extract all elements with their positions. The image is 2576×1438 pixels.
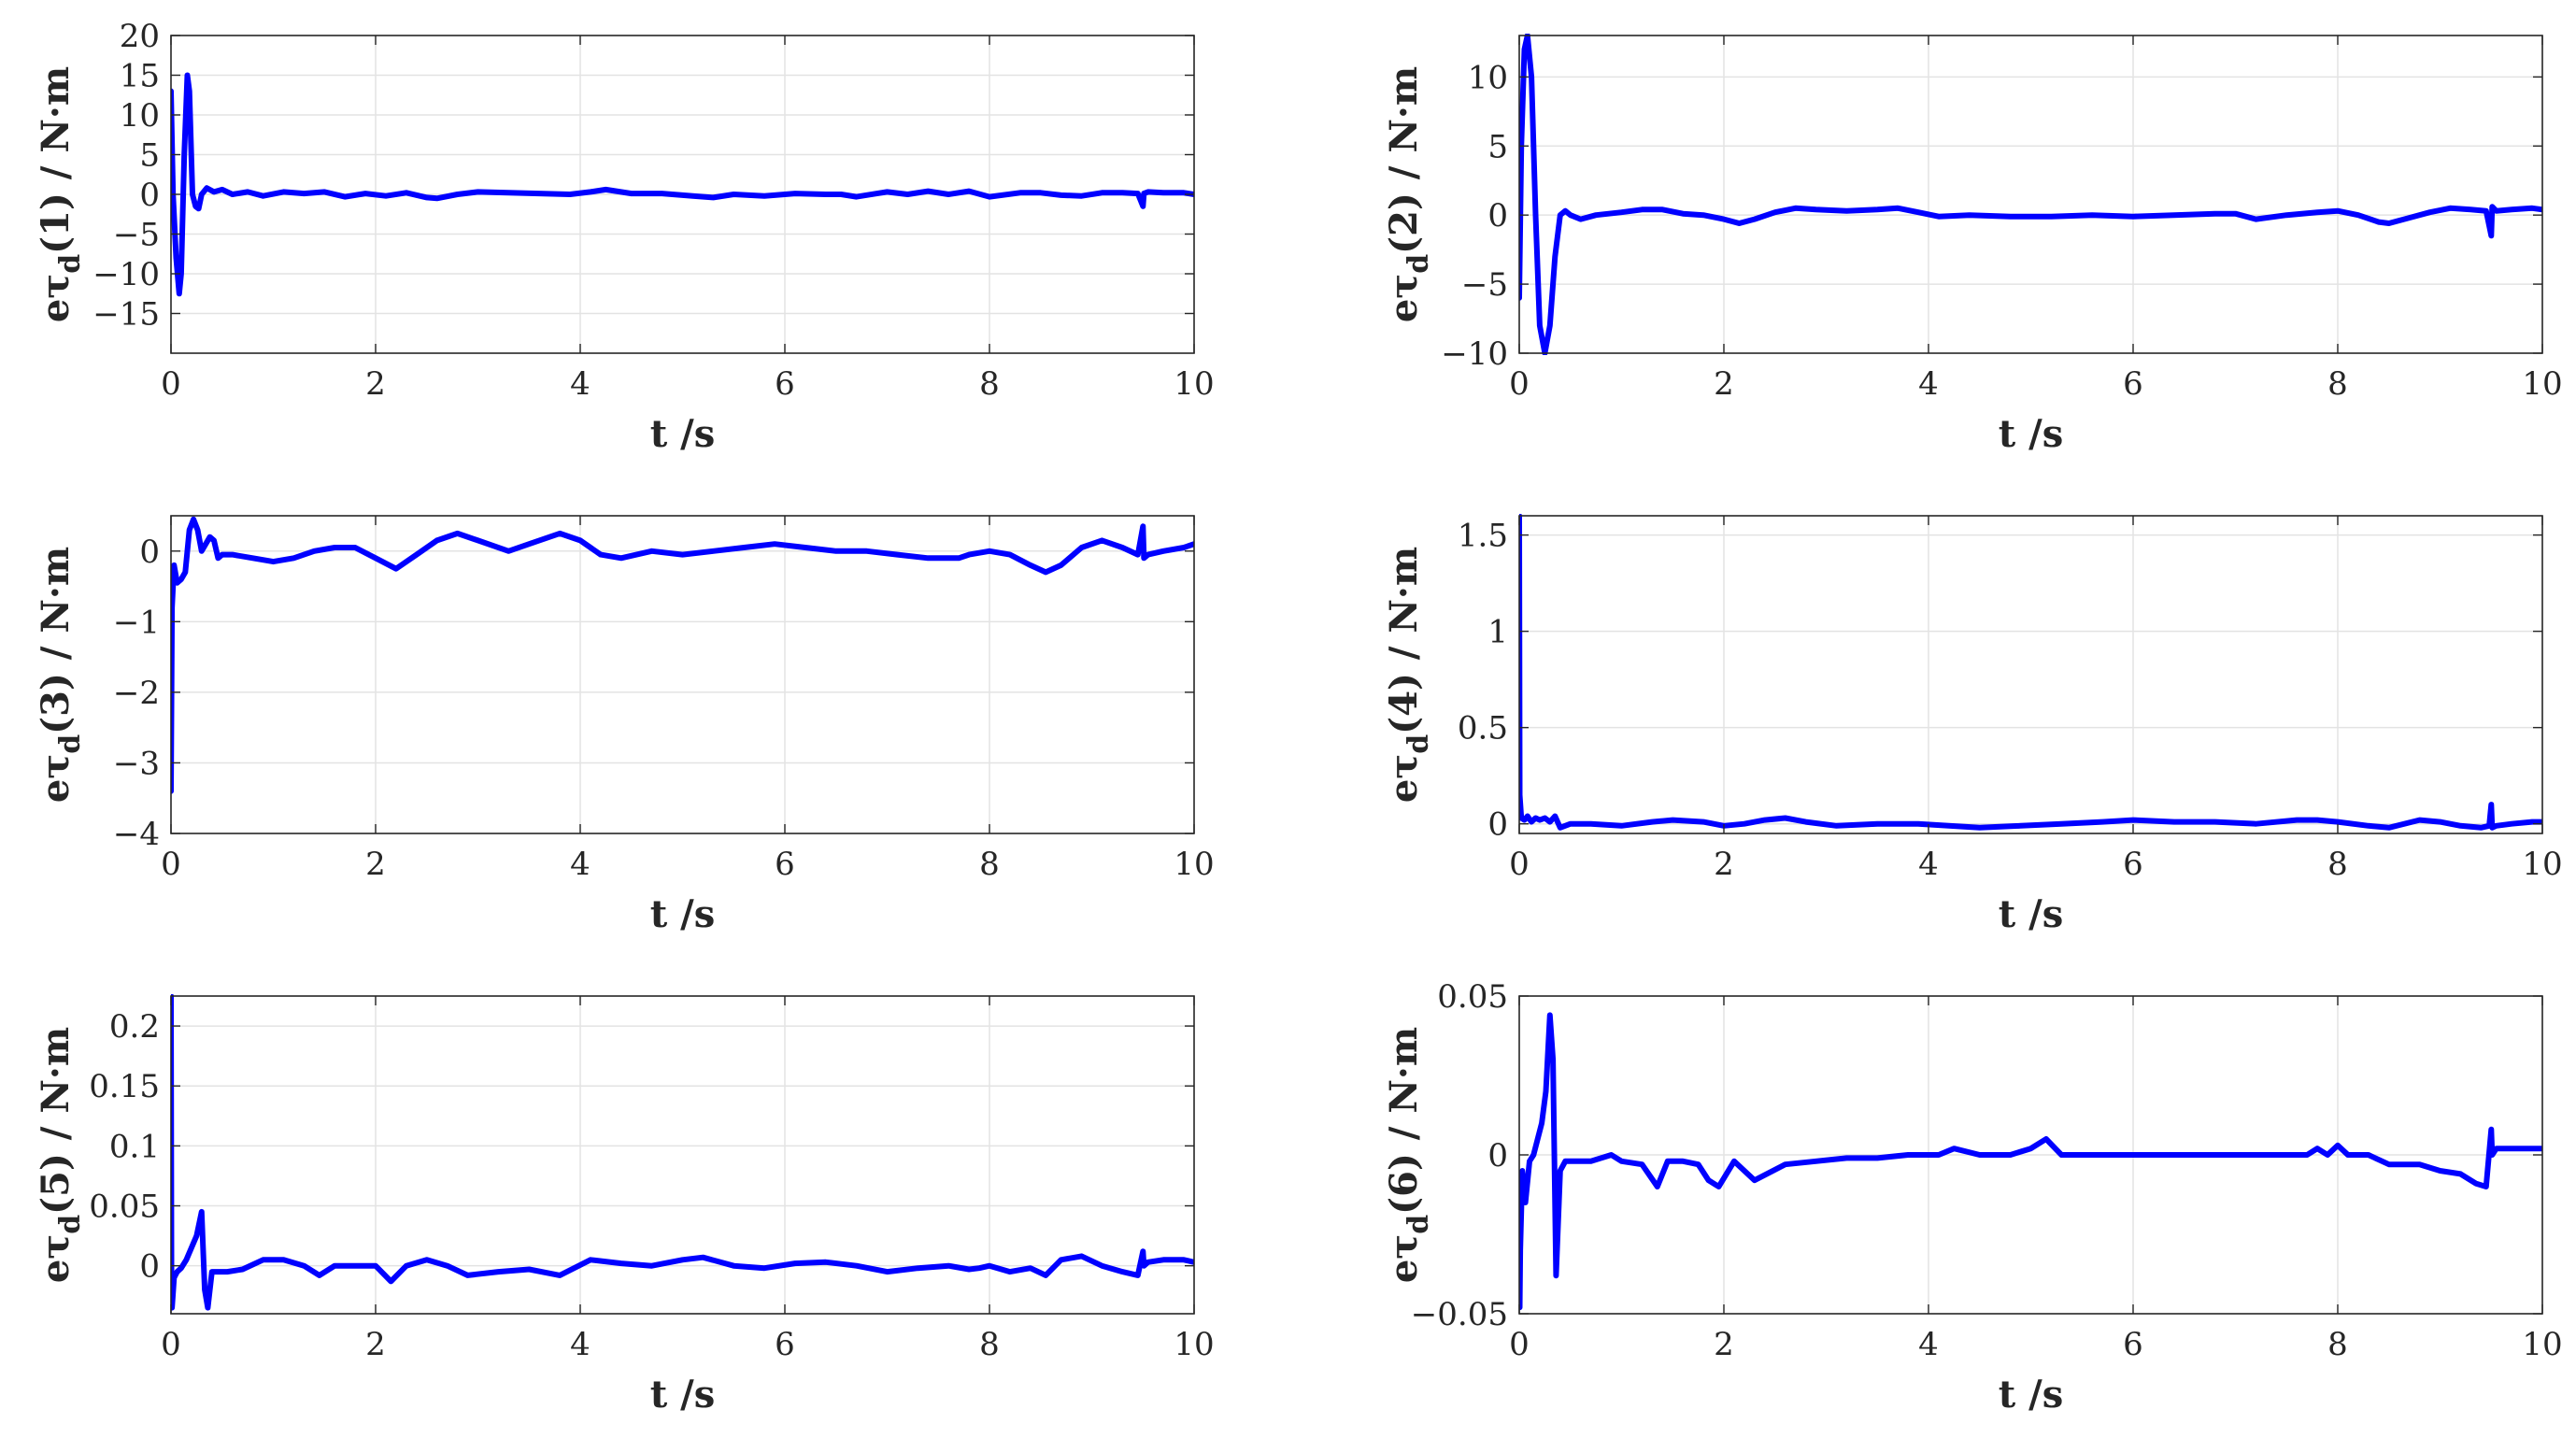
- x-tick-label: 4: [570, 365, 591, 403]
- x-tick-label: 8: [979, 846, 1000, 883]
- y-tick-label: −3: [113, 745, 160, 782]
- x-tick-label: 4: [570, 1326, 591, 1363]
- x-tick-label: 0: [1509, 846, 1530, 883]
- x-tick-label: 10: [1174, 365, 1214, 403]
- x-tick-label: 2: [365, 1326, 386, 1363]
- y-tick-label: −10: [1441, 335, 1508, 373]
- y-tick-label: 0.5: [1458, 710, 1508, 747]
- x-tick-label: 0: [161, 846, 181, 883]
- axes-frame: [170, 995, 1195, 1315]
- x-axis-label: t /s: [1999, 1373, 2064, 1417]
- y-tick-label: −2: [113, 675, 160, 712]
- x-tick-label: 2: [365, 365, 386, 403]
- series-line: [1519, 514, 2542, 831]
- y-axis-label: eτd(2) / N·m: [1382, 66, 1435, 322]
- x-axis-label: t /s: [1999, 892, 2064, 936]
- x-tick-label: 6: [775, 1326, 795, 1363]
- y-tick-label: −4: [113, 816, 160, 853]
- y-axis-label: eτd(3) / N·m: [34, 547, 87, 803]
- y-tick-label: 1.5: [1458, 518, 1508, 555]
- x-tick-label: 8: [2327, 1326, 2348, 1363]
- x-tick-label: 6: [2123, 1326, 2143, 1363]
- y-tick-label: −10: [93, 256, 160, 293]
- y-tick-label: 20: [120, 18, 160, 55]
- x-tick-label: 10: [1174, 846, 1214, 883]
- y-tick-label: 0.05: [1437, 978, 1508, 1016]
- y-tick-label: 0.1: [109, 1128, 160, 1165]
- y-tick-label: 5: [139, 137, 160, 175]
- subplot-2: 0 2 4 6 8 10 −10 −5 0 5 10 t /s eτd(2) / N·m: [1382, 34, 2563, 456]
- x-tick-label: 8: [2327, 365, 2348, 403]
- x-tick-label: 10: [2522, 1326, 2562, 1363]
- y-tick-label: 0: [1487, 197, 1508, 235]
- y-tick-label: 0.15: [89, 1068, 160, 1105]
- series-line: [171, 72, 1194, 297]
- x-tick-label: 4: [1918, 365, 1939, 403]
- series-line: [1519, 34, 2542, 355]
- y-tick-label: 0.2: [109, 1008, 160, 1046]
- y-axis-label: eτd(6) / N·m: [1382, 1027, 1435, 1283]
- x-axis-label: t /s: [650, 1373, 716, 1417]
- x-axis-label: t /s: [650, 892, 716, 936]
- x-tick-label: 8: [2327, 846, 2348, 883]
- y-tick-label: 5: [1487, 128, 1508, 165]
- series-line: [171, 994, 1194, 1311]
- series-line: [171, 516, 1194, 794]
- x-tick-label: 2: [1714, 1326, 1734, 1363]
- y-tick-label: 10: [1468, 59, 1508, 96]
- y-tick-label: −15: [93, 296, 160, 334]
- plot-area: [1519, 516, 2542, 833]
- x-tick-label: 10: [2522, 846, 2562, 883]
- x-tick-label: 6: [775, 365, 795, 403]
- x-tick-label: 4: [1918, 1326, 1939, 1363]
- x-axis-label: t /s: [650, 412, 716, 456]
- subplot-5: 0 2 4 6 8 10 0 0.05 0.1 0.15 0.2 t /s eτd(5) / N·m: [34, 994, 1215, 1417]
- x-tick-label: 8: [979, 365, 1000, 403]
- x-tick-label: 10: [1174, 1326, 1214, 1363]
- y-axis-label: eτd(4) / N·m: [1382, 547, 1435, 803]
- y-tick-label: 0: [139, 177, 160, 214]
- y-tick-label: −5: [113, 217, 160, 254]
- subplot-3: 0 2 4 6 8 10 −4 −3 −2 −1 0 t /s eτd(3) / N·m: [34, 515, 1215, 936]
- y-tick-label: 0: [1487, 806, 1508, 844]
- axes-frame: [1518, 515, 2543, 834]
- y-axis-label: eτd(5) / N·m: [34, 1027, 87, 1283]
- x-tick-label: 6: [775, 846, 795, 883]
- axes-frame: [1518, 35, 2543, 354]
- x-axis-label: t /s: [1999, 412, 2064, 456]
- y-tick-label: −5: [1461, 266, 1508, 304]
- x-tick-label: 4: [570, 846, 591, 883]
- x-tick-label: 2: [1714, 846, 1734, 883]
- y-tick-label: 0: [139, 534, 160, 571]
- y-tick-label: −1: [113, 604, 160, 641]
- y-tick-label: 1: [1487, 614, 1508, 651]
- x-tick-label: 0: [161, 1326, 181, 1363]
- plot-area: [1519, 36, 2542, 353]
- x-tick-label: 8: [979, 1326, 1000, 1363]
- x-tick-label: 0: [1509, 1326, 1530, 1363]
- x-tick-label: 0: [1509, 365, 1530, 403]
- subplot-4: 0 2 4 6 8 10 0 0.5 1 1.5 t /s eτd(4) / N·m: [1382, 514, 2563, 936]
- x-tick-label: 6: [2123, 365, 2143, 403]
- x-tick-label: 2: [365, 846, 386, 883]
- x-tick-label: 4: [1918, 846, 1939, 883]
- x-tick-label: 0: [161, 365, 181, 403]
- plot-area: [171, 516, 1194, 833]
- x-tick-label: 2: [1714, 365, 1734, 403]
- y-tick-label: 10: [120, 97, 160, 135]
- y-tick-label: 0: [139, 1248, 160, 1286]
- y-axis-label: eτd(1) / N·m: [34, 66, 87, 322]
- y-tick-label: 0.05: [89, 1189, 160, 1226]
- y-tick-label: 15: [120, 58, 160, 95]
- axes-frame: [170, 515, 1195, 834]
- series-line: [1519, 1012, 2542, 1311]
- x-tick-label: 6: [2123, 846, 2143, 883]
- x-tick-label: 10: [2522, 365, 2562, 403]
- y-tick-label: −0.05: [1411, 1296, 1508, 1333]
- y-tick-label: 0: [1487, 1137, 1508, 1175]
